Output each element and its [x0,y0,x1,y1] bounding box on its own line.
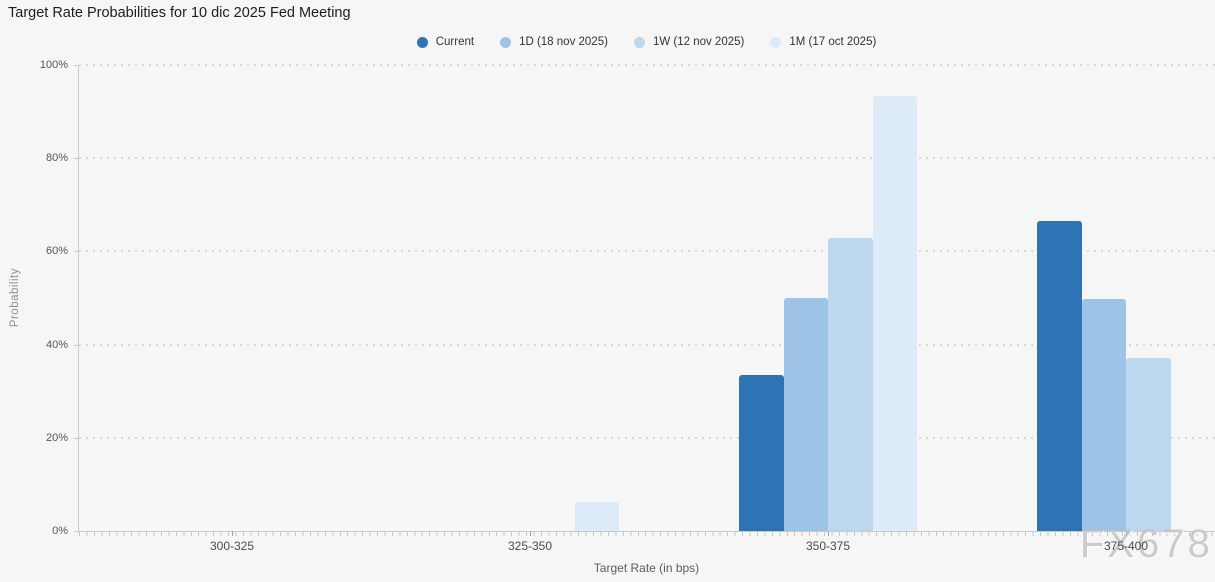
chart-title: Target Rate Probabilities for 10 dic 202… [8,5,351,21]
x-tick-label: 300-325 [209,539,255,553]
y-tick-label: 0% [52,525,68,537]
legend-dot-1w-icon [633,36,645,48]
gridline [79,157,1215,160]
legend-label: 1W (12 nov 2025) [652,36,745,48]
x-tick-mark [827,531,829,536]
y-tick-mark [74,65,78,66]
legend-dot-current-icon [416,36,428,48]
bar-1w-375-400[interactable] [1126,358,1171,531]
gridline [79,436,1215,439]
x-axis-minor-ticks [79,532,1215,536]
legend-item-current[interactable]: Current [416,36,475,48]
bar-group-350-375: 350-375 [679,65,977,553]
legend-item-1w[interactable]: 1W (12 nov 2025) [633,36,745,48]
bar-1m-350-375[interactable] [872,95,917,531]
x-tick-label: 325-350 [507,539,553,553]
y-tick-label: 40% [45,338,68,351]
bar-1d-350-375[interactable] [783,297,828,531]
x-tick-label: 350-375 [805,539,851,553]
x-tick-mark [231,531,233,536]
y-tick-label: 60% [45,245,68,258]
x-tick-mark [529,531,531,536]
bar-group-300-325: 300-325 [83,65,381,553]
bar-1d-375-400[interactable] [1081,298,1126,531]
x-tick-mark [1125,531,1127,536]
bar-group-375-400: 375-400 [977,65,1215,553]
gridline [79,343,1215,346]
bar-current-375-400[interactable] [1037,221,1082,531]
bar-1w-350-375[interactable] [828,238,873,531]
y-axis-tick-labels: 0% 20% 40% 60% 80% 100% [0,59,68,537]
y-tick-mark [74,251,78,253]
legend: Current 1D (18 nov 2025) 1W (12 nov 2025… [78,36,1215,48]
y-tick-mark [74,344,78,346]
legend-label: Current [435,36,475,48]
legend-dot-1m-icon [770,36,782,48]
watermark: FX678 [1080,522,1213,566]
y-tick-label: 80% [45,152,68,165]
y-tick-label: 20% [45,431,68,444]
legend-item-1d[interactable]: 1D (18 nov 2025) [500,36,608,48]
gridline [79,250,1215,253]
legend-label: 1M (17 oct 2025) [789,36,877,48]
legend-item-1m[interactable]: 1M (17 oct 2025) [770,36,876,48]
bar-current-350-375[interactable] [739,374,784,531]
x-tick-label: 375-400 [1103,539,1149,553]
legend-dot-1d-icon [500,36,512,48]
x-axis-title: Target Rate (in bps) [593,561,700,575]
y-tick-label: 100% [39,59,68,71]
bar-group-325-350: 325-350 [381,65,679,553]
y-tick-mark [74,531,78,532]
bar-1m-325-350[interactable] [574,501,619,531]
plot-area: 300-325 325-350 350-375 375-400 [74,64,1215,553]
y-tick-mark [74,158,78,160]
y-tick-mark [74,437,78,439]
legend-label: 1D (18 nov 2025) [519,36,608,48]
gridline [79,64,1215,66]
